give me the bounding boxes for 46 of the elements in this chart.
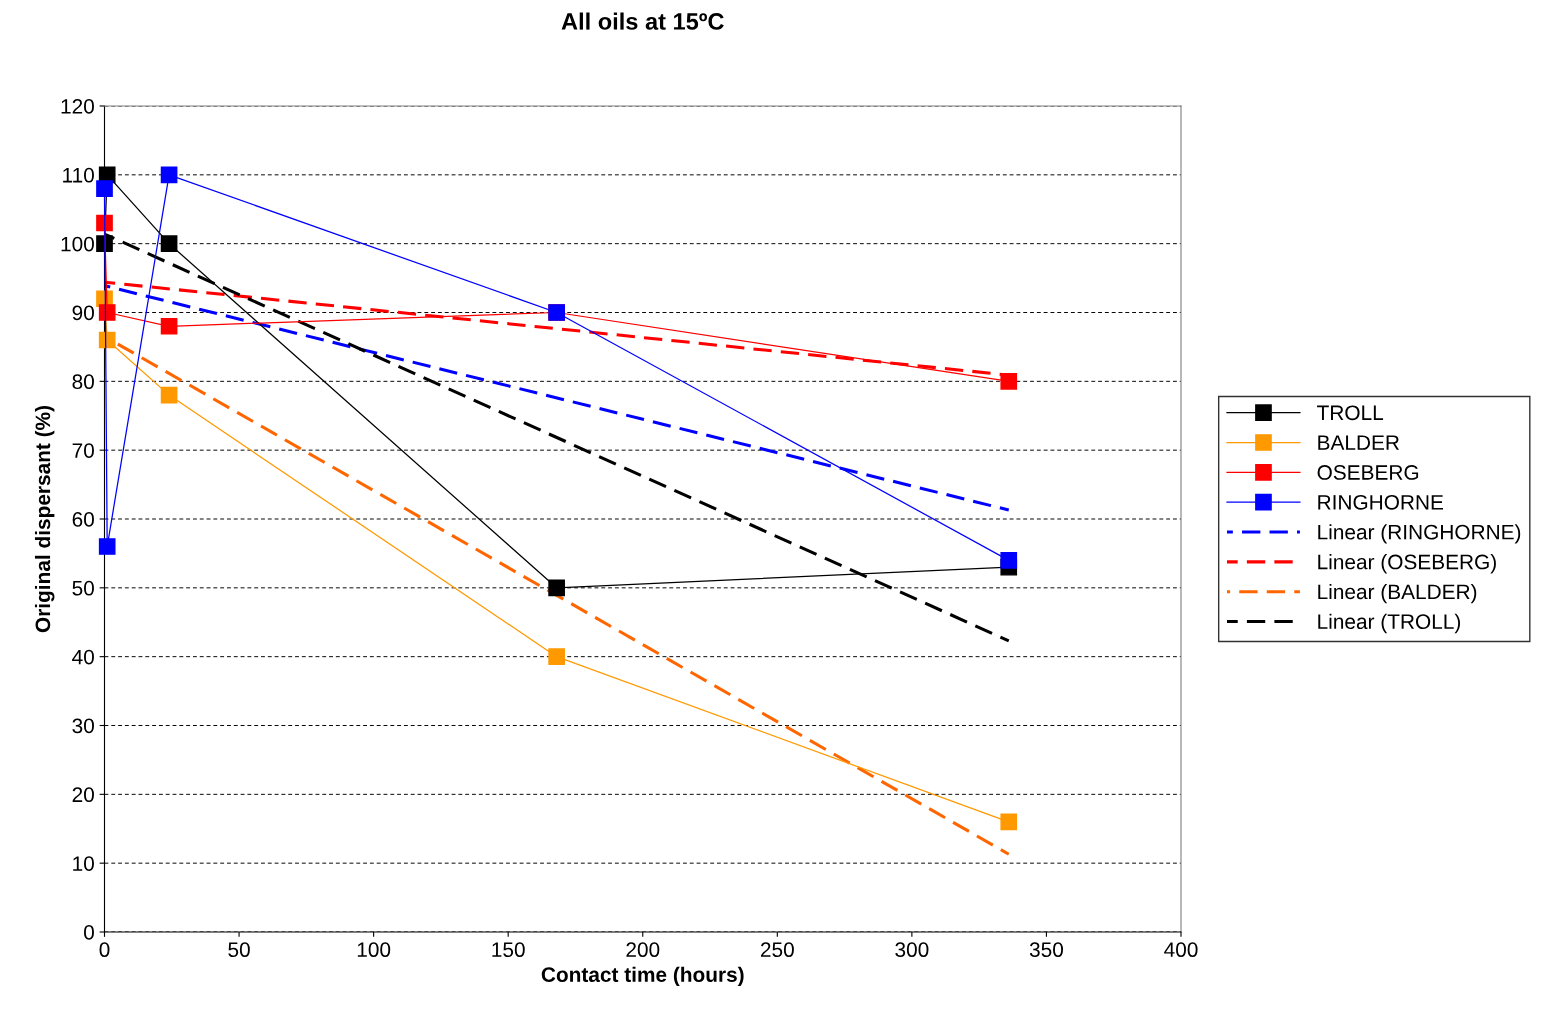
point [160, 386, 178, 404]
x-tick-label: 200 [626, 942, 660, 958]
legend-label: Linear (BALDER) [1318, 583, 1477, 604]
y-tick-label: 30 [72, 718, 94, 734]
y-tick-label: 110 [63, 167, 94, 183]
point [1000, 551, 1018, 569]
y-tick-label: 120 [61, 99, 94, 114]
point [160, 166, 178, 184]
x-tick-label: 300 [895, 942, 929, 958]
x-tick-label: 400 [1164, 942, 1198, 958]
y-tick-label: 0 [84, 925, 94, 940]
y-tick-label: 40 [72, 649, 94, 665]
legend-label: OSEBERG [1317, 465, 1419, 480]
legend-label: Linear (TROLL) [1318, 613, 1461, 634]
x-axis-title: Contact time (hours) [541, 966, 744, 987]
y-tick-label: 90 [72, 305, 94, 321]
point [96, 180, 113, 197]
point [160, 317, 178, 335]
x-tick-label: 250 [760, 942, 794, 958]
legend-label: RINGHORNE [1318, 494, 1444, 510]
point [548, 579, 565, 597]
point [1000, 813, 1018, 831]
legend-label: TROLL [1317, 405, 1384, 421]
y-tick-label: 70 [72, 443, 94, 458]
y-tick-label: 20 [72, 787, 94, 803]
point [1000, 372, 1018, 390]
legend-label: Linear (OSEBERG) [1318, 554, 1496, 574]
point [160, 235, 178, 253]
y-tick-label: 50 [72, 580, 94, 596]
point [98, 538, 116, 555]
x-tick-label: 0 [99, 942, 110, 958]
y-tick-label: 100 [61, 236, 94, 252]
x-tick-label: 50 [228, 942, 250, 958]
x-tick-label: 150 [492, 942, 525, 958]
legend-label: Linear (RINGHORNE) [1318, 524, 1521, 544]
point [98, 331, 116, 349]
x-tick-label: 350 [1029, 942, 1063, 958]
y-tick-label: 60 [72, 512, 94, 527]
y-tick-label: 80 [72, 374, 94, 390]
y-tick-label: 10 [73, 856, 94, 871]
y-axis-title: Original dispersant (%) [34, 406, 55, 633]
legend-label: BALDER [1318, 435, 1399, 450]
point [98, 304, 116, 321]
chart-title: All oils at 15ºC [561, 12, 724, 30]
x-tick-label: 100 [357, 942, 391, 958]
point [548, 648, 565, 666]
